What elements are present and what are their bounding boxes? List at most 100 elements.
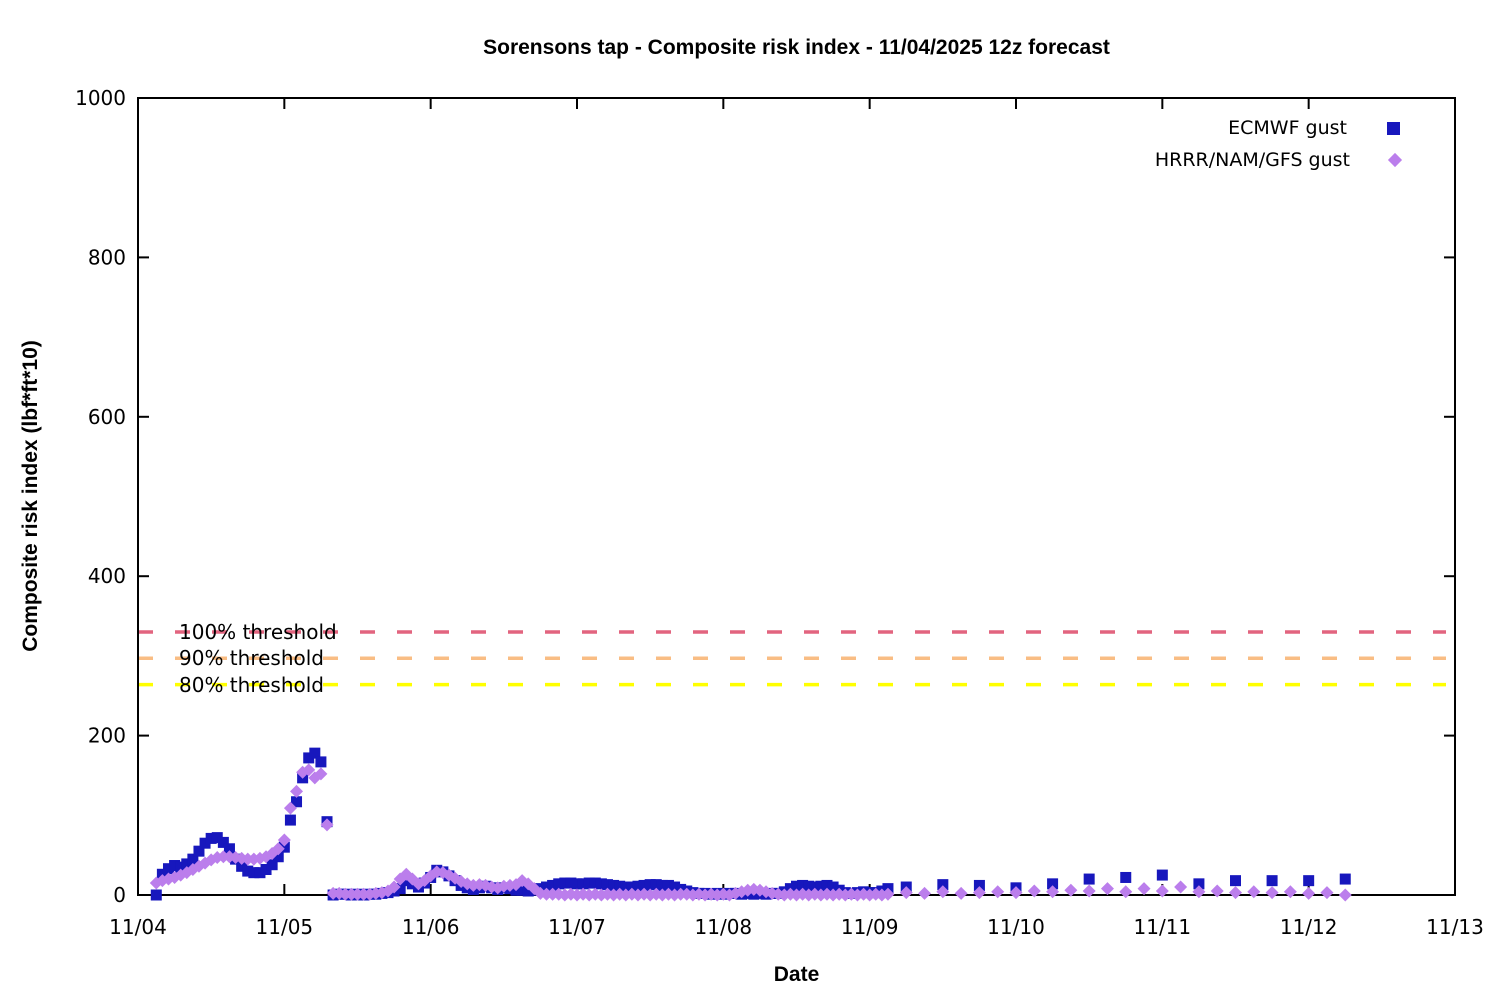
legend: ECMWF gust HRRR/NAM/GFS gust (1155, 112, 1403, 176)
data-point-hrrr (1174, 880, 1188, 894)
data-point-ecmwf (211, 832, 223, 844)
data-point-ecmwf (260, 863, 272, 875)
data-point-ecmwf (272, 851, 284, 863)
data-point-hrrr (290, 784, 304, 798)
data-point-ecmwf (937, 879, 949, 891)
data-point-hrrr (1338, 888, 1352, 902)
data-point-ecmwf (559, 877, 571, 889)
data-point-hrrr (1027, 884, 1041, 898)
data-point-ecmwf (595, 878, 607, 890)
data-point-hrrr (936, 885, 950, 899)
data-point-ecmwf (803, 880, 815, 892)
data-point-hrrr (1265, 886, 1279, 900)
data-point-hrrr (1320, 886, 1334, 900)
data-point-hrrr (918, 886, 932, 900)
data-point-ecmwf (632, 880, 644, 892)
legend-item-hrrr: HRRR/NAM/GFS gust (1155, 144, 1403, 176)
data-point-hrrr (972, 886, 986, 900)
data-point-hrrr (1100, 882, 1114, 896)
data-point-hrrr (387, 880, 401, 894)
data-point-ecmwf (284, 814, 296, 826)
data-point-ecmwf (254, 867, 266, 879)
data-point-ecmwf (199, 837, 211, 849)
x-tick-label: 11/12 (1280, 915, 1338, 939)
data-point-ecmwf (1230, 875, 1241, 887)
y-tick-label: 200 (88, 724, 126, 748)
data-point-ecmwf (193, 845, 205, 857)
data-point-ecmwf (791, 880, 802, 892)
data-point-ecmwf (291, 796, 303, 808)
data-point-ecmwf (1156, 869, 1168, 881)
square-marker-icon (1387, 121, 1400, 135)
data-point-ecmwf (1303, 875, 1315, 887)
data-point-ecmwf (236, 860, 248, 872)
data-point-ecmwf (309, 747, 321, 759)
y-tick-label: 600 (88, 405, 126, 429)
plot-border (137, 97, 1456, 896)
x-tick-label: 11/10 (987, 915, 1045, 939)
x-tick-label: 11/11 (1134, 915, 1192, 939)
data-point-ecmwf (248, 867, 260, 879)
x-tick-label: 11/04 (109, 915, 167, 939)
y-tick-label: 800 (88, 245, 126, 269)
data-point-ecmwf (809, 881, 821, 893)
data-point-ecmwf (571, 878, 583, 890)
data-point-hrrr (1283, 885, 1297, 899)
data-point-ecmwf (1047, 878, 1059, 890)
y-tick-label: 400 (88, 564, 126, 588)
data-point-ecmwf (1266, 875, 1278, 887)
x-axis-label: Date (773, 963, 820, 986)
data-point-hrrr (1210, 884, 1224, 898)
y-tick-label: 0 (113, 883, 126, 907)
data-point-hrrr (283, 801, 297, 815)
data-point-hrrr (881, 887, 895, 901)
data-point-ecmwf (266, 859, 278, 871)
data-point-ecmwf (223, 843, 235, 855)
data-point-ecmwf (650, 879, 662, 891)
data-point-ecmwf (827, 881, 839, 893)
y-tick-label: 1000 (75, 86, 126, 110)
data-point-ecmwf (162, 863, 174, 875)
x-tick-label: 11/09 (841, 915, 899, 939)
data-point-ecmwf (608, 879, 620, 891)
data-point-ecmwf (242, 865, 254, 877)
data-point-ecmwf (181, 858, 193, 870)
data-point-hrrr (1064, 883, 1078, 897)
data-point-hrrr (271, 842, 285, 856)
data-point-hrrr (1229, 886, 1242, 900)
data-point-ecmwf (187, 853, 199, 865)
x-tick-label: 11/07 (548, 915, 606, 939)
data-point-ecmwf (217, 836, 229, 848)
data-point-hrrr (1119, 885, 1133, 899)
threshold-label-90: 90% threshold (179, 646, 324, 671)
data-point-ecmwf (516, 884, 528, 896)
threshold-label-80: 80% threshold (179, 672, 324, 697)
data-point-hrrr (1302, 886, 1316, 900)
data-point-ecmwf (547, 879, 559, 891)
data-point-hrrr (954, 886, 968, 900)
data-point-hrrr (1137, 882, 1151, 896)
data-point-hrrr (320, 818, 334, 832)
data-point-ecmwf (583, 877, 595, 889)
data-point-hrrr (1082, 884, 1096, 898)
legend-item-ecmwf: ECMWF gust (1155, 112, 1400, 144)
data-point-ecmwf (1339, 873, 1351, 885)
data-point-hrrr (991, 885, 1005, 899)
data-point-ecmwf (614, 880, 626, 892)
data-point-ecmwf (175, 861, 187, 873)
data-point-ecmwf (626, 881, 638, 893)
data-point-ecmwf (973, 879, 985, 891)
data-point-ecmwf (577, 878, 589, 890)
data-point-hrrr (1009, 886, 1023, 900)
data-point-ecmwf (565, 877, 577, 889)
x-tick-label: 11/08 (695, 915, 753, 939)
data-point-ecmwf (1120, 871, 1132, 883)
data-point-ecmwf (553, 878, 565, 890)
y-axis-label: Composite risk index (lbf*ft*10) (19, 340, 42, 652)
data-point-ecmwf (620, 881, 632, 893)
data-point-hrrr (1046, 885, 1060, 899)
data-point-ecmwf (589, 877, 601, 889)
data-point-ecmwf (315, 756, 327, 768)
data-point-hrrr (277, 833, 291, 847)
